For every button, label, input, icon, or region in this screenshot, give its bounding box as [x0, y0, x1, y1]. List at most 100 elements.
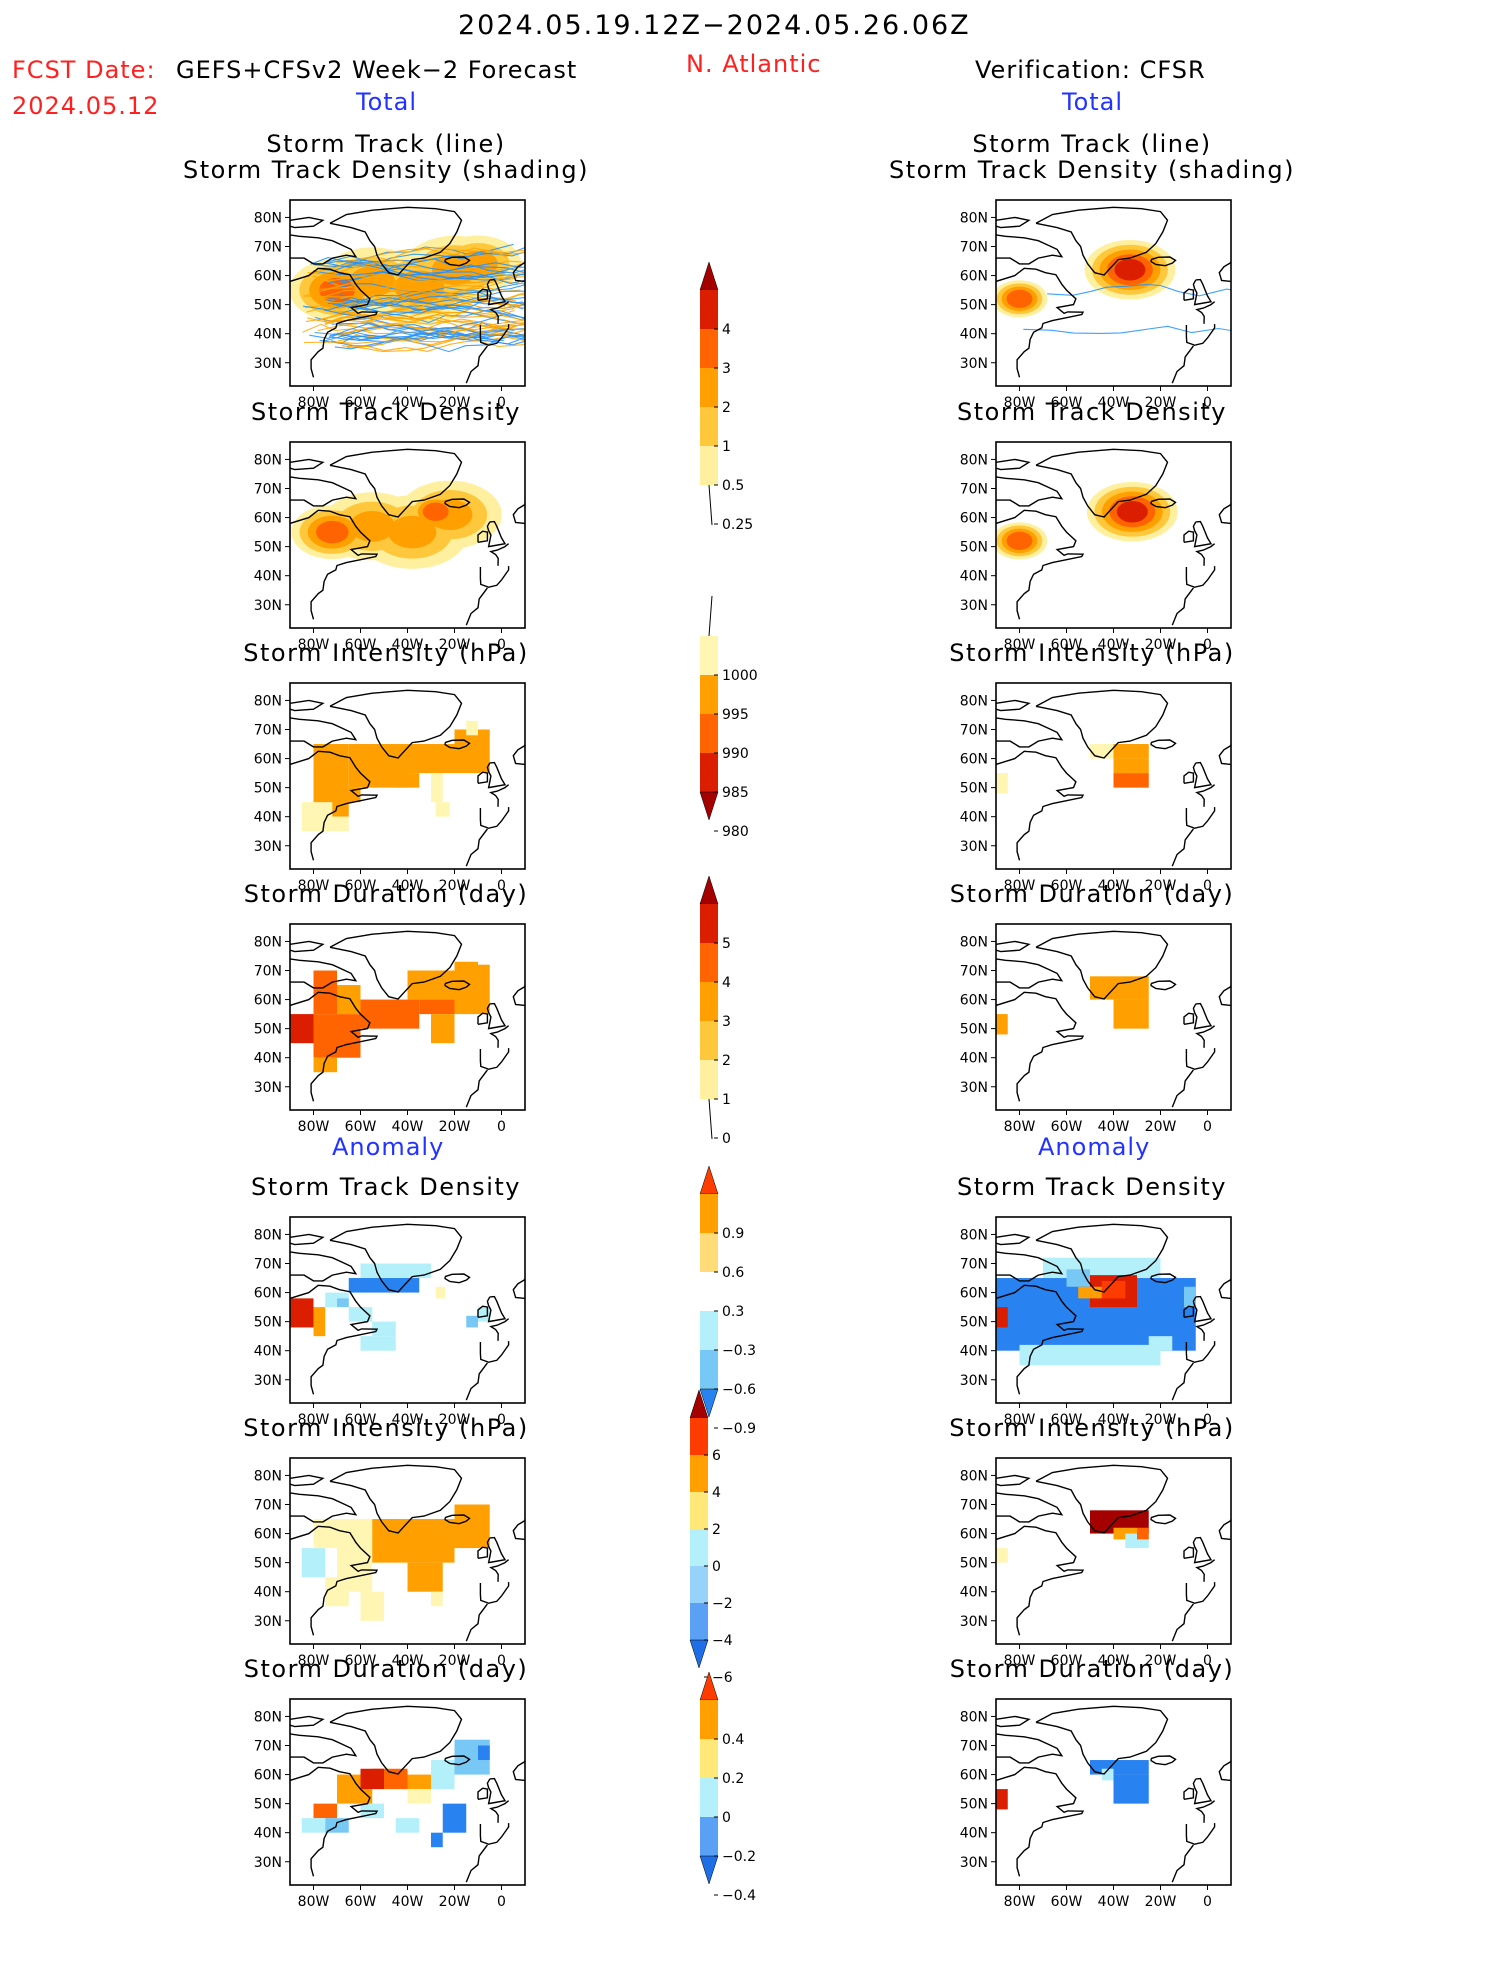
coastline	[290, 216, 325, 229]
colorbar-label: −4	[712, 1633, 733, 1649]
colorbar-swatch	[690, 1455, 708, 1492]
storm-track-line	[309, 314, 504, 339]
cfsr-duration-anomaly-map: 80N 70N 60N 50N 40N 30N 80W 60W 40W 20W 0	[956, 1693, 1251, 1919]
density-shading	[1116, 500, 1148, 523]
lat-tick-label: 50N	[254, 298, 282, 314]
intensity-total-colorbar: 1000 995 990 985 980	[699, 595, 790, 869]
grid-cell	[466, 720, 478, 736]
storm-track-line	[303, 336, 525, 348]
lat-tick-label: 30N	[960, 839, 988, 855]
coastline	[996, 267, 1085, 378]
storm-track-line	[347, 336, 525, 352]
colorbar-swatch	[690, 1603, 708, 1640]
coastline	[465, 1362, 488, 1401]
coastline	[1195, 1800, 1216, 1823]
density-anomaly-colorbar: 0.9 0.6 0.3 −0.3 −0.6 −0.9	[699, 1165, 790, 1505]
lon-tick-label: 80W	[298, 1653, 330, 1669]
forecast-density-anomaly-map: 80N 70N 60N 50N 40N 30N 80W 60W 40W 20W 0	[250, 1211, 545, 1437]
lon-tick-label: 0	[1203, 1653, 1212, 1669]
coastline	[996, 1733, 1064, 1764]
lat-tick-label: 40N	[254, 1344, 282, 1360]
colorbar-label: 4	[712, 1485, 721, 1501]
coastline	[486, 1002, 507, 1030]
left-density-title: Storm Track Density	[251, 398, 521, 426]
map-svg: 80N 70N 60N 50N 40N 30N 80W 60W 40W 20W 0	[254, 199, 526, 411]
colorbar-swatch	[700, 675, 718, 714]
coastline	[1218, 261, 1231, 283]
lon-tick-label: 60W	[1051, 1412, 1083, 1428]
coastline	[1195, 301, 1216, 324]
lat-tick-label: 60N	[254, 752, 282, 768]
colorbar-label: 0.5	[722, 478, 744, 494]
grid-cell	[1101, 1768, 1114, 1781]
left-anomaly-label: Anomaly	[332, 1133, 445, 1161]
coastline	[1150, 1514, 1177, 1525]
coastline	[1171, 1844, 1194, 1883]
lat-tick-label: 70N	[254, 1257, 282, 1273]
coastline	[1192, 520, 1213, 548]
lat-tick-label: 70N	[960, 240, 988, 256]
lon-tick-label: 20W	[1145, 395, 1177, 411]
storm-track-line	[302, 298, 515, 324]
coastline	[477, 530, 489, 543]
colorbar-swatch	[700, 1194, 718, 1233]
right-anom-duration-title: Storm Duration (day)	[949, 1655, 1235, 1683]
colorbar-label: 3	[722, 1014, 731, 1030]
lon-tick-label: 60W	[1051, 878, 1083, 894]
coastline	[444, 739, 471, 750]
storm-track-line	[324, 314, 525, 326]
lon-tick-label: 40W	[392, 395, 424, 411]
coastline	[479, 807, 510, 830]
coastline	[290, 1715, 325, 1728]
coastline	[1171, 1069, 1194, 1108]
coastline	[290, 509, 379, 620]
lon-tick-label: 80W	[1004, 878, 1036, 894]
lat-tick-label: 40N	[254, 810, 282, 826]
map-svg: 80N 70N 60N 50N 40N 30N 80W 60W 40W 20W 0	[254, 682, 526, 894]
lat-tick-label: 30N	[254, 598, 282, 614]
coastline	[1035, 206, 1169, 276]
lat-tick-label: 50N	[960, 1556, 988, 1572]
grid-cell	[1113, 773, 1137, 788]
coastline	[329, 206, 463, 276]
coastline	[1218, 744, 1231, 766]
coastline	[290, 940, 325, 953]
grid-cell	[407, 744, 455, 774]
colorbar-swatch	[700, 714, 718, 753]
colorbar-label: 6	[712, 1448, 721, 1464]
coastline	[486, 1536, 507, 1564]
lon-tick-label: 20W	[1145, 637, 1177, 653]
coastline	[290, 750, 379, 861]
lat-tick-label: 50N	[254, 1556, 282, 1572]
lat-tick-label: 60N	[254, 511, 282, 527]
lat-tick-label: 40N	[254, 1826, 282, 1842]
lat-tick-label: 70N	[254, 1498, 282, 1514]
cfsr-density-map: 80N 70N 60N 50N 40N 30N 80W 60W 40W 20W 0	[956, 436, 1251, 662]
lat-tick-label: 60N	[254, 1768, 282, 1784]
lat-tick-label: 80N	[254, 1709, 282, 1725]
lon-tick-label: 40W	[1098, 1412, 1130, 1428]
left-total-label: Total	[356, 88, 418, 116]
coastline	[1195, 543, 1216, 566]
colorbar-arrow	[699, 875, 719, 905]
colorbar-label: 0	[722, 1810, 731, 1826]
coastline	[479, 1582, 510, 1605]
storm-track-line	[323, 270, 525, 284]
colorbar-swatch	[700, 1060, 718, 1099]
grid-cell	[454, 1504, 490, 1549]
storm-track-line	[323, 309, 507, 339]
density-shading	[1114, 258, 1146, 281]
grid-cell	[301, 1818, 326, 1833]
grid-cell	[454, 729, 490, 774]
coastline	[486, 278, 507, 306]
coastline	[1035, 689, 1169, 759]
colorbar-label: 0.25	[722, 517, 753, 533]
colorbar-label: 4	[722, 322, 731, 338]
density-shading	[349, 510, 395, 542]
lon-tick-label: 0	[1203, 1412, 1212, 1428]
coastline	[996, 1525, 1085, 1636]
grid-cell	[301, 1548, 326, 1578]
colorbar-label: 980	[722, 824, 749, 840]
grid-cell	[431, 773, 443, 803]
lat-tick-label: 80N	[960, 1709, 988, 1725]
